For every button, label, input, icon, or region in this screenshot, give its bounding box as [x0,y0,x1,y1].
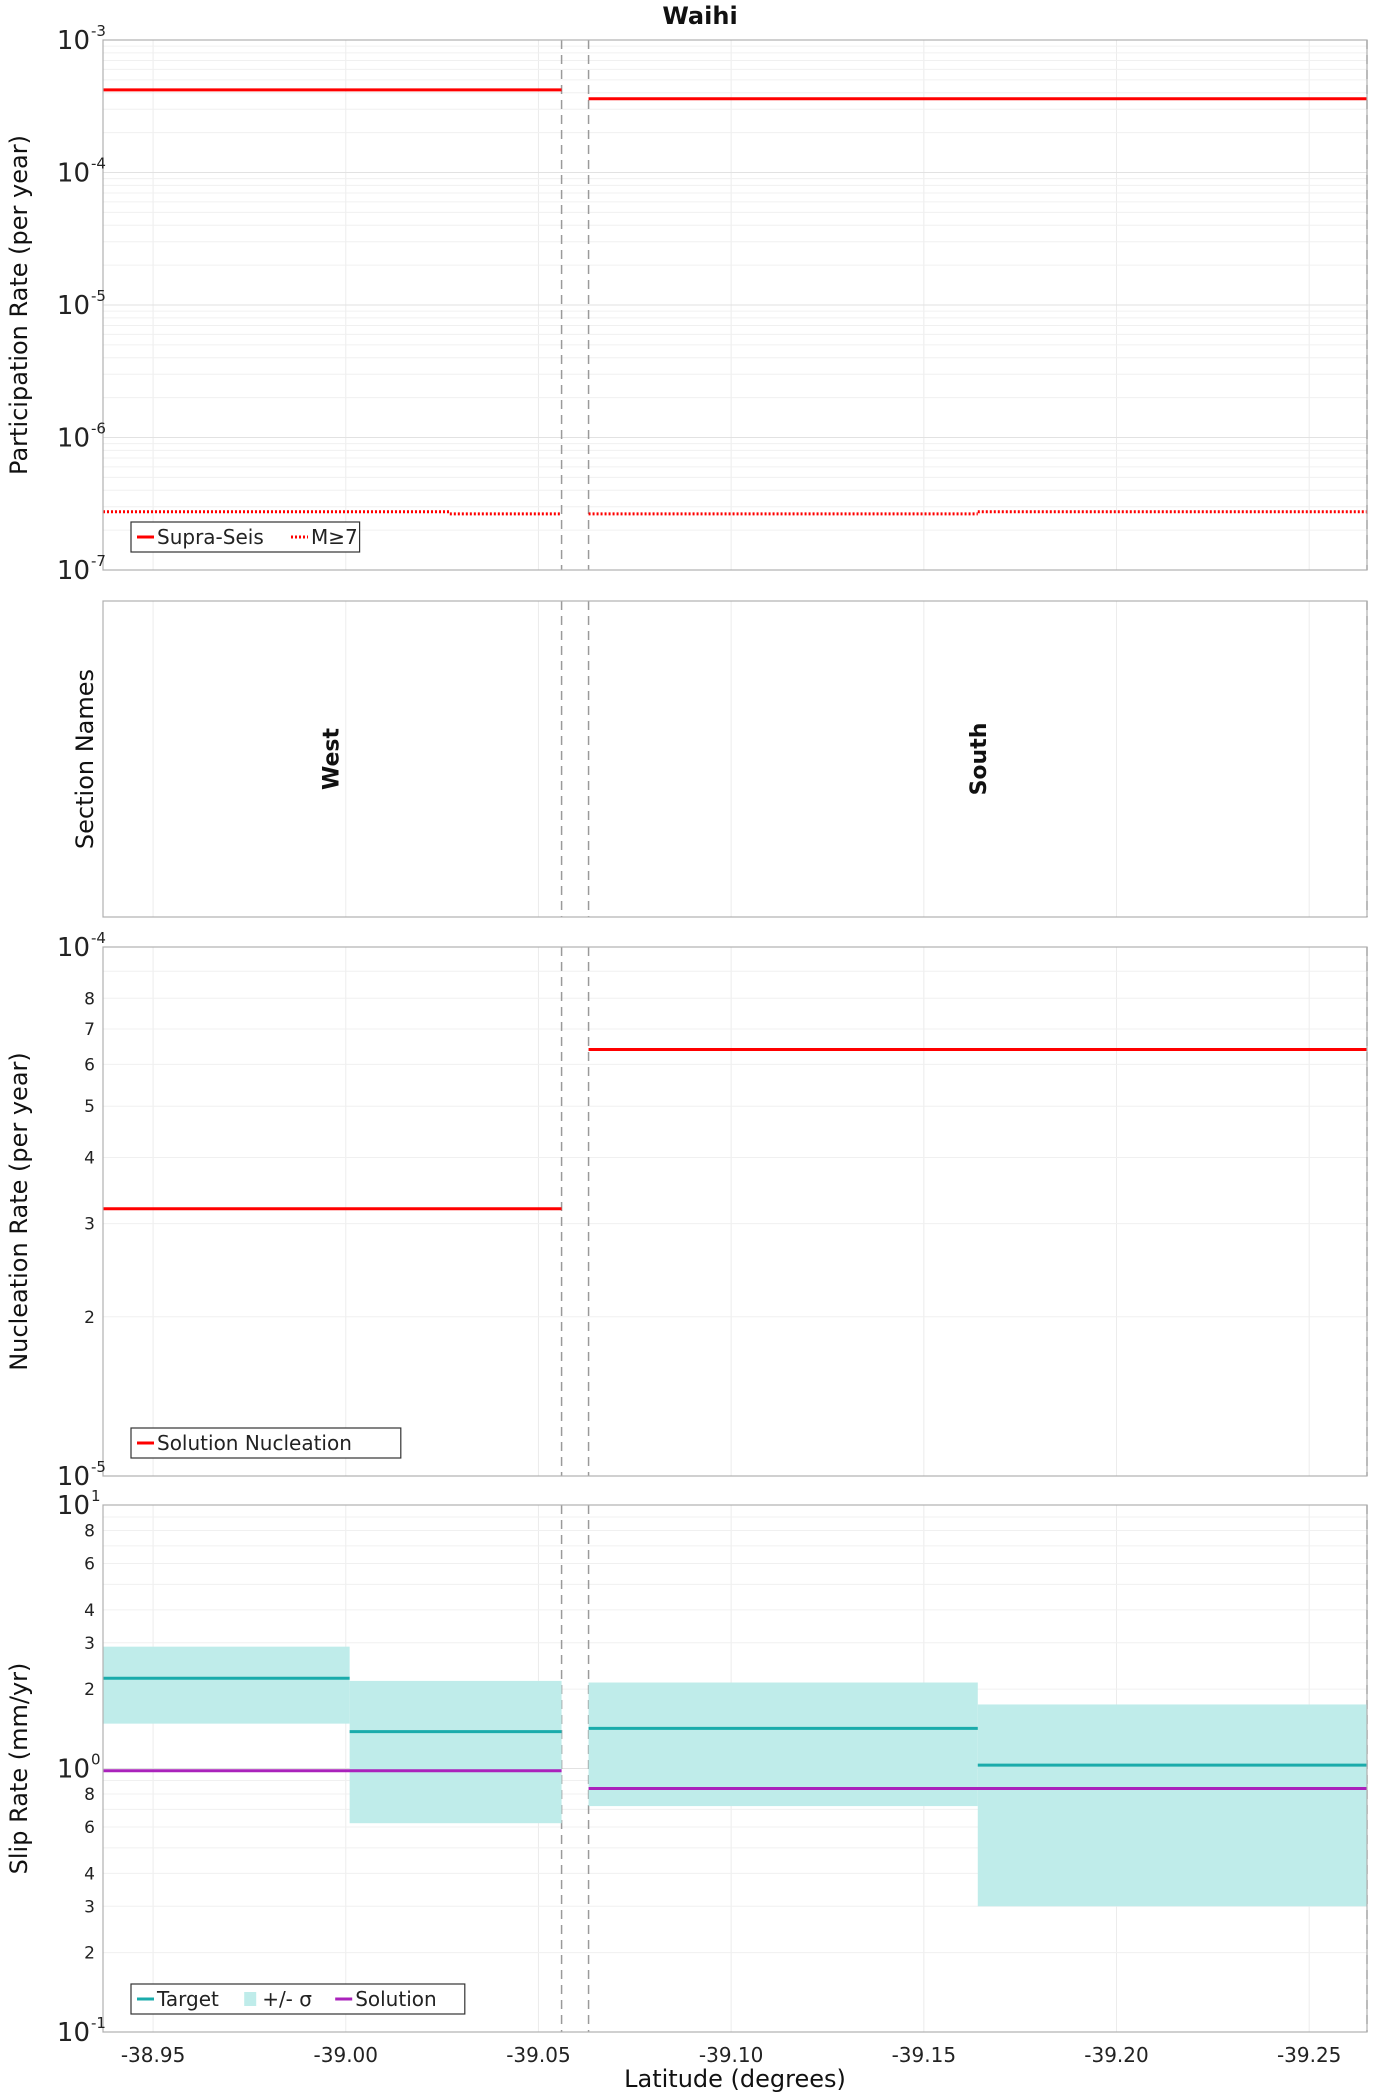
y-tick-label: 10 [57,26,90,56]
sigma-band [103,1646,350,1724]
legend-label: M≥7 [311,525,358,549]
x-tick-label: -39.20 [1084,2043,1148,2067]
y-tick-label: 10 [57,1491,90,1521]
legend-label: +/- σ [262,1987,312,2011]
y-tick-label-minor: 6 [84,1554,95,1574]
x-tick-label: -39.00 [314,2043,378,2067]
y-tick-label-minor: 4 [84,1864,95,1884]
y-tick-exponent: -4 [91,155,106,173]
y-tick-exponent: 1 [91,1487,101,1505]
plot-frame [102,600,1368,918]
sigma-band [977,1704,1367,1907]
legend-label: Target [156,1987,219,2011]
y-tick-label: 10 [57,1755,90,1785]
y-tick-label: 10 [57,2018,90,2048]
y-tick-exponent: -4 [91,929,106,947]
x-tick-label: -38.95 [121,2043,185,2067]
y-tick-label-minor: 6 [84,1055,95,1075]
y-tick-label-minor: 8 [84,1522,95,1542]
y-tick-label-minor: 3 [84,1897,95,1917]
y-axis-label: Slip Rate (mm/yr) [5,1663,33,1875]
y-tick-label-minor: 6 [84,1818,95,1838]
legend-label: Solution [355,1987,436,2011]
y-tick-label: 10 [57,556,90,586]
y-tick-label-minor: 8 [84,989,95,1009]
plot-frame [102,1504,1368,2033]
legend-box [130,1427,402,1459]
y-tick-label: 10 [57,933,90,963]
sigma-band [349,1680,562,1824]
plot-area [103,601,1367,917]
y-tick-exponent: 0 [91,1751,101,1769]
legend-swatch [244,1992,257,2006]
y-tick-label-minor: 4 [84,1149,95,1169]
y-tick-label-minor: 3 [84,1215,95,1235]
legend-label: Solution Nucleation [157,1431,352,1455]
x-tick-label: -39.05 [506,2043,570,2067]
y-tick-exponent: -7 [91,552,106,570]
y-tick-label-minor: 2 [84,1944,95,1964]
y-tick-exponent: -1 [91,2014,106,2032]
y-tick-label-minor: 5 [84,1097,95,1117]
legend-box [130,521,361,553]
sigma-band [588,1682,978,1807]
y-tick-label-minor: 3 [84,1634,95,1654]
x-tick-label: -39.15 [892,2043,956,2067]
x-tick-label: -39.10 [699,2043,763,2067]
y-tick-label-minor: 7 [84,1020,95,1040]
y-tick-label-minor: 4 [84,1601,95,1621]
section-name: South [967,723,992,796]
y-axis-label: Participation Rate (per year) [5,135,33,475]
legend-label: Supra-Seis [157,525,264,549]
plot-frame [102,946,1368,1477]
chart-title: Waihi [662,2,737,30]
legend-box [130,1983,466,2015]
y-tick-label: 10 [57,1462,90,1492]
y-axis-label: Section Names [71,669,99,849]
y-tick-label-minor: 2 [84,1308,95,1328]
y-tick-exponent: -3 [91,22,106,40]
y-tick-exponent: -5 [91,1458,106,1476]
y-axis-label: Nucleation Rate (per year) [5,1052,33,1371]
y-tick-exponent: -6 [91,420,106,438]
y-tick-label: 10 [57,424,90,454]
plot-area [103,947,1367,1476]
y-tick-exponent: -5 [91,287,106,305]
x-tick-label: -39.25 [1277,2043,1341,2067]
plot-frame [102,39,1368,571]
y-tick-label-minor: 2 [84,1680,95,1700]
x-axis-label: Latitude (degrees) [624,2065,846,2093]
y-tick-label: 10 [57,291,90,321]
y-tick-label: 10 [57,159,90,189]
y-tick-label-minor: 8 [84,1785,95,1805]
section-name: West [319,728,344,790]
